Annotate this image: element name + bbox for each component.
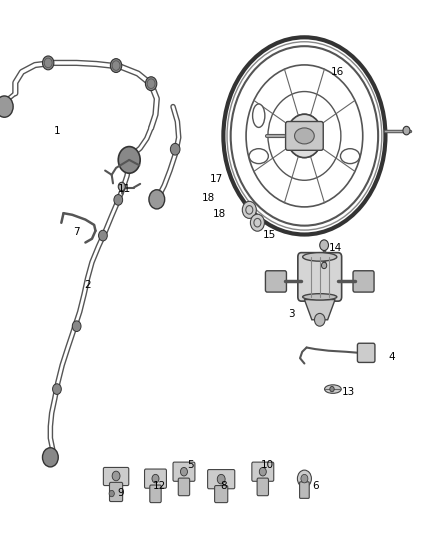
- Text: 13: 13: [342, 387, 355, 397]
- Circle shape: [112, 471, 120, 481]
- FancyBboxPatch shape: [208, 470, 235, 489]
- Text: 18: 18: [212, 209, 226, 219]
- FancyBboxPatch shape: [173, 462, 195, 481]
- Circle shape: [242, 201, 256, 219]
- Circle shape: [0, 96, 13, 117]
- Circle shape: [53, 384, 61, 394]
- Circle shape: [114, 195, 123, 205]
- Text: 10: 10: [261, 460, 274, 470]
- Circle shape: [403, 126, 410, 135]
- Text: 6: 6: [312, 481, 319, 491]
- Polygon shape: [304, 300, 335, 320]
- Circle shape: [180, 467, 187, 476]
- Circle shape: [297, 470, 311, 487]
- Ellipse shape: [294, 128, 314, 144]
- Circle shape: [320, 240, 328, 251]
- Circle shape: [109, 490, 114, 497]
- Circle shape: [42, 56, 54, 70]
- FancyBboxPatch shape: [286, 122, 323, 150]
- FancyBboxPatch shape: [215, 486, 228, 503]
- Text: 18: 18: [201, 193, 215, 203]
- Text: 4: 4: [389, 352, 396, 362]
- Text: 11: 11: [118, 184, 131, 194]
- Ellipse shape: [249, 149, 268, 164]
- Text: 14: 14: [328, 243, 342, 253]
- Text: 9: 9: [117, 488, 124, 498]
- Circle shape: [170, 143, 180, 155]
- Ellipse shape: [303, 294, 337, 300]
- Circle shape: [152, 474, 159, 483]
- Circle shape: [145, 77, 157, 91]
- Text: 2: 2: [84, 280, 91, 290]
- Text: 17: 17: [210, 174, 223, 183]
- FancyBboxPatch shape: [298, 253, 342, 301]
- Circle shape: [72, 321, 81, 332]
- FancyBboxPatch shape: [110, 482, 123, 502]
- Text: 5: 5: [187, 460, 194, 470]
- FancyBboxPatch shape: [145, 469, 166, 488]
- FancyBboxPatch shape: [150, 485, 161, 503]
- FancyBboxPatch shape: [257, 478, 268, 496]
- FancyBboxPatch shape: [265, 271, 286, 292]
- FancyBboxPatch shape: [300, 482, 309, 498]
- FancyBboxPatch shape: [252, 462, 274, 481]
- Circle shape: [286, 114, 322, 158]
- Circle shape: [99, 230, 107, 241]
- Circle shape: [149, 190, 165, 209]
- Circle shape: [110, 59, 122, 72]
- Text: 1: 1: [53, 126, 60, 135]
- FancyBboxPatch shape: [103, 467, 129, 486]
- Circle shape: [314, 313, 325, 326]
- Circle shape: [251, 214, 265, 231]
- Text: 12: 12: [153, 481, 166, 491]
- Circle shape: [118, 182, 125, 191]
- Text: 15: 15: [263, 230, 276, 239]
- FancyBboxPatch shape: [353, 271, 374, 292]
- Text: 16: 16: [331, 67, 344, 77]
- Text: 7: 7: [73, 227, 80, 237]
- Circle shape: [217, 474, 225, 484]
- Ellipse shape: [340, 149, 360, 164]
- Text: 3: 3: [288, 310, 295, 319]
- Circle shape: [118, 147, 140, 173]
- FancyBboxPatch shape: [357, 343, 375, 362]
- FancyBboxPatch shape: [178, 478, 190, 496]
- Circle shape: [42, 448, 58, 467]
- Ellipse shape: [325, 385, 341, 393]
- Text: 8: 8: [220, 481, 227, 491]
- Circle shape: [301, 474, 308, 483]
- Circle shape: [330, 386, 334, 392]
- Circle shape: [321, 262, 327, 269]
- Ellipse shape: [253, 104, 265, 127]
- Circle shape: [259, 467, 266, 476]
- Ellipse shape: [303, 253, 337, 261]
